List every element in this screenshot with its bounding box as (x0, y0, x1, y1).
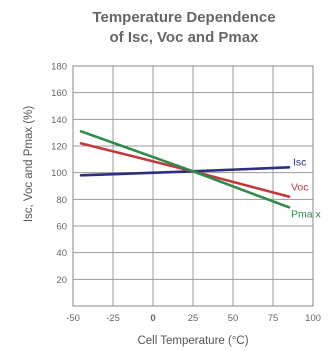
y-tick-label: 60 (56, 222, 67, 233)
series-line-voc (79, 142, 291, 198)
tick-labels: 20 40 60 80 100 120 140 160 180 -50 -25 0 25 50 75 100 (51, 62, 321, 325)
y-tick-label: 40 (56, 248, 67, 259)
y-tick-label: 100 (51, 168, 67, 179)
series-line-pmax (79, 130, 291, 209)
x-tick-label: 25 (188, 313, 199, 324)
y-tick-label: 180 (51, 62, 67, 73)
x-tick-label: -50 (66, 313, 80, 324)
x-tick-label: 100 (305, 313, 321, 324)
y-tick-label: 160 (51, 88, 67, 99)
y-tick-label: 140 (51, 115, 67, 126)
y-tick-label: 80 (56, 195, 67, 206)
grid (72, 65, 314, 307)
series-label: Pma x (291, 208, 322, 220)
y-tick-label: 120 (51, 142, 67, 153)
x-tick-label: 75 (268, 313, 279, 324)
y-axis-label: Isc, Voc and Pmax (%) (23, 106, 35, 222)
series-lines: Isc Voc Pma x (79, 130, 322, 220)
x-tick-label: 50 (228, 313, 239, 324)
chart-title-line-2: of Isc, Voc and Pmax (110, 29, 260, 46)
chart-title-line-1: Temperature Dependence (92, 9, 275, 26)
y-tick-label: 20 (56, 275, 67, 286)
x-axis-label: Cell Temperature (°C) (137, 335, 248, 347)
x-tick-label: 0 (150, 313, 155, 324)
x-tick-label: -25 (106, 313, 120, 324)
plot-frame (72, 65, 314, 307)
series-label: Isc (293, 156, 306, 168)
series-label: Voc (291, 182, 309, 194)
